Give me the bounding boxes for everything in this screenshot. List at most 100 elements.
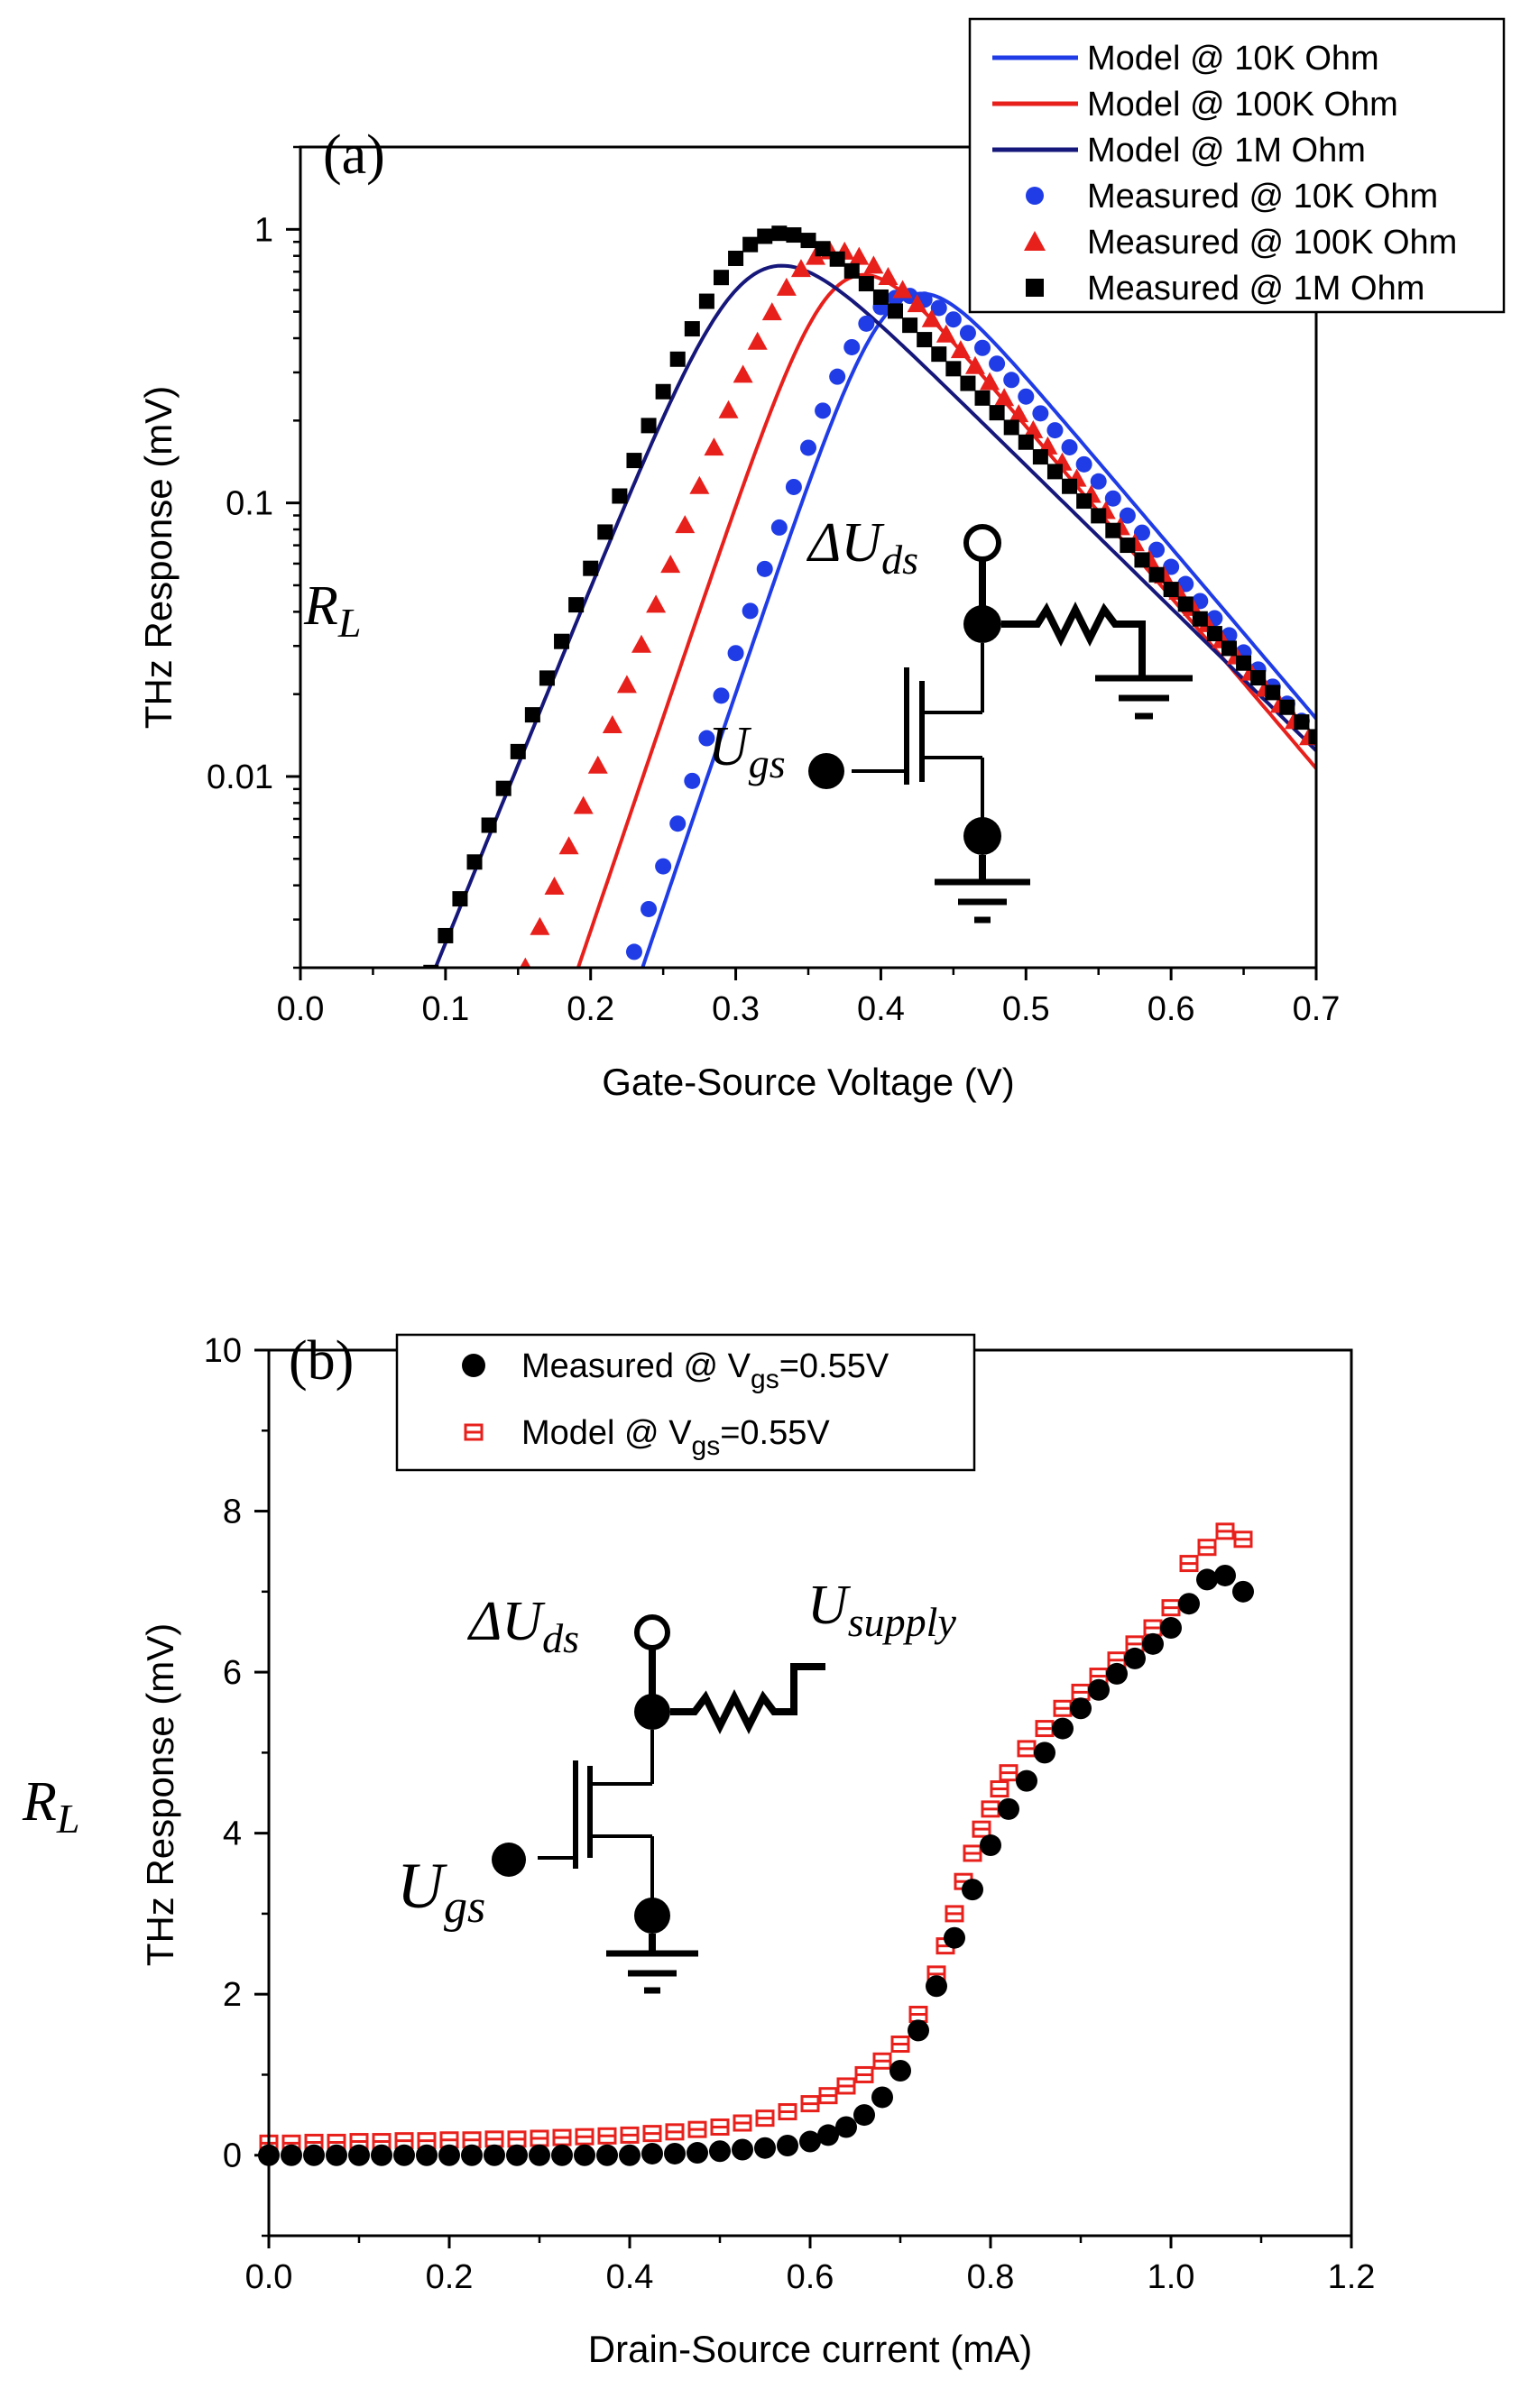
series-b-measured-point [484, 2144, 505, 2166]
series-a-5-point [888, 303, 904, 319]
x-tick-label-a: 0.2 [567, 990, 614, 1028]
x-tick-label-a: 0.7 [1293, 990, 1341, 1028]
series-a-5-point [1308, 729, 1316, 745]
series-a-5-point [786, 227, 802, 244]
circuit-b-drain-node [634, 1694, 670, 1730]
circuit-b-delta-u-label: ΔUds [466, 1591, 579, 1661]
series-b-measured-point [962, 1879, 983, 1901]
series-a-5-point [945, 361, 962, 377]
series-a-5-point [698, 293, 714, 309]
circuit-diagram-a: ΔUds Ugs [708, 512, 1193, 924]
series-a-5-point [902, 317, 918, 334]
series-a-line-2 [433, 263, 1316, 968]
series-b-measured-point [596, 2144, 618, 2166]
series-a-3-point [1148, 541, 1166, 558]
series-a-line-0 [641, 291, 1316, 968]
y-tick-label-a: 1 [254, 211, 273, 249]
series-a-5-point [1134, 552, 1150, 568]
series-a-3-point [858, 315, 875, 332]
series-a-4-point [892, 280, 913, 299]
series-a-5-point [612, 488, 628, 504]
series-a-5-point [669, 351, 686, 367]
series-a-4-point [907, 294, 927, 313]
series-a-5-point [872, 289, 889, 305]
series-b-measured-point [1142, 1632, 1164, 1655]
series-a-3-point [959, 325, 976, 342]
series-b-measured-point [506, 2144, 528, 2166]
series-b-measured-point [461, 2144, 483, 2166]
series-a-5-point [1105, 522, 1121, 538]
series-a-4-point [733, 364, 753, 383]
circuit-a-rl-label: RL [303, 575, 361, 646]
legend-a-label-2: Model @ 1M Ohm [1087, 132, 1366, 170]
series-a-5-point [757, 228, 773, 244]
series-a-5-point [1032, 449, 1048, 465]
x-tick-label-b: 0.0 [245, 2258, 293, 2296]
series-a-3-point [1003, 372, 1020, 389]
series-b-measured-point [619, 2144, 641, 2166]
series-a-4-point [501, 997, 521, 1016]
series-b-measured-point [1232, 1580, 1254, 1603]
circuit-b-output-terminal [634, 1614, 670, 1650]
circuit-b-source-node [634, 1898, 670, 1934]
series-a-3-point [583, 1072, 599, 1089]
series-b-measured-point [853, 2104, 875, 2127]
series-a-3-point [829, 368, 846, 385]
series-a-5-point [1177, 596, 1194, 612]
series-a-5-point [728, 250, 744, 266]
series-a-5-point [742, 236, 759, 253]
legend-a: Model @ 10K Ohm Model @ 100K Ohm Model @… [968, 17, 1506, 314]
series-a-5-point [771, 225, 788, 242]
series-b-measured-point [641, 2142, 663, 2164]
y-tick-label-b: 8 [223, 1494, 242, 1531]
series-b-measured-point [998, 1797, 1019, 1820]
series-a-4-point [704, 437, 724, 456]
circuit-a-source-node [963, 817, 1001, 855]
x-tick-label-b: 0.8 [967, 2258, 1015, 2296]
series-a-5-point [931, 346, 947, 363]
series-a-5-point [1192, 611, 1208, 627]
series-a-3-point [815, 402, 832, 419]
series-a-4-point [761, 302, 782, 321]
y-tick-label-a: 0.1 [226, 485, 273, 523]
series-b-measured-point [393, 2144, 415, 2166]
series-a-3-point [1163, 558, 1180, 575]
series-a-5-point [539, 670, 555, 686]
series-a-3-point [1018, 388, 1035, 405]
series-a-5-point [800, 233, 816, 249]
circuit-a-gate-terminal [808, 753, 844, 789]
series-a-5-point [1148, 566, 1165, 583]
ticks-a: 0.0 0.1 0.2 0.3 0.4 0.5 0.6 0.7 0.01 0.1 1 [207, 145, 1341, 1028]
legend-a-label-1: Model @ 100K Ohm [1087, 86, 1398, 124]
series-a-5-point [626, 453, 642, 469]
circuit-a-ugs-label: Ugs [708, 716, 786, 786]
series-a-3-point [597, 1029, 613, 1045]
series-a-3-point [1090, 473, 1107, 490]
series-a-3-point [1119, 507, 1136, 524]
series-a-3-point [989, 355, 1006, 372]
panel-b-label: (b) [289, 1330, 354, 1392]
legend-a-label-3: Measured @ 10K Ohm [1087, 178, 1438, 216]
circuit-b-gate-lead-stub [554, 1843, 576, 1858]
series-a-3-point [785, 478, 802, 495]
series-b-measured-point [664, 2142, 686, 2164]
series-a-4-point [776, 277, 797, 296]
legend-b: Measured @ Vgs=0.55V Model @ Vgs=0.55V [395, 1333, 976, 1472]
series-a-5-point [452, 891, 468, 907]
legend-b-box [395, 1333, 976, 1472]
series-a-3-point [727, 645, 744, 662]
x-tick-label-a: 0.0 [277, 990, 325, 1028]
series-a-3-point [770, 519, 788, 536]
series-a-3-point [945, 311, 962, 328]
series-a-5-point [1206, 626, 1222, 642]
series-a-5-point [510, 743, 526, 759]
series-a-5-point [655, 383, 671, 400]
circuit-b-ugs-label: Ugs [397, 1850, 485, 1933]
series-a-4-point [790, 259, 811, 278]
x-tick-label-a: 0.5 [1002, 990, 1050, 1028]
series-b-measured-point [1160, 1616, 1182, 1639]
series-b-measured-point [687, 2142, 708, 2164]
series-a-4-point [936, 324, 956, 343]
series-a-5-point [1076, 493, 1092, 510]
y-tick-label-a: 0.01 [207, 758, 273, 796]
